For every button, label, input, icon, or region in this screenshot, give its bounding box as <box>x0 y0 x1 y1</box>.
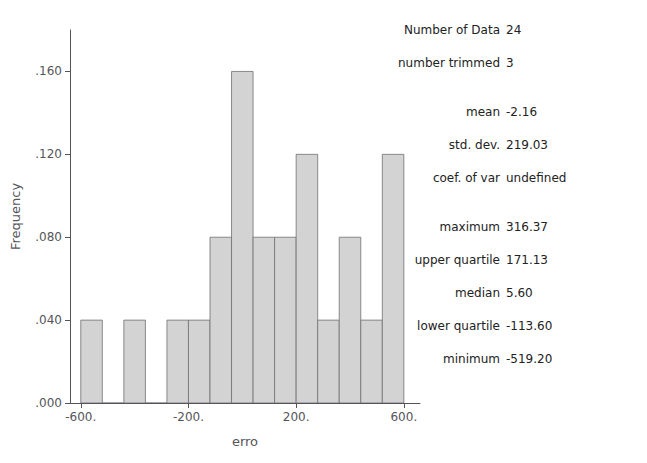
svg-text:std. dev.: std. dev. <box>449 138 500 152</box>
svg-text:upper quartile: upper quartile <box>415 253 500 267</box>
svg-text:erro: erro <box>232 434 258 449</box>
svg-text:Frequency: Frequency <box>8 183 23 250</box>
svg-text:171.13: 171.13 <box>506 253 548 267</box>
svg-text:lower quartile: lower quartile <box>417 319 500 333</box>
svg-text:median: median <box>455 286 500 300</box>
svg-text:5.60: 5.60 <box>506 286 533 300</box>
svg-text:24: 24 <box>506 23 521 37</box>
svg-text:.160: .160 <box>35 64 62 78</box>
svg-text:316.37: 316.37 <box>506 220 548 234</box>
svg-text:-2.16: -2.16 <box>506 105 537 119</box>
svg-text:coef. of var: coef. of var <box>433 171 500 185</box>
svg-text:.120: .120 <box>35 147 62 161</box>
svg-text:600.: 600. <box>390 410 417 424</box>
svg-text:-600.: -600. <box>65 410 96 424</box>
svg-text:3: 3 <box>506 56 514 70</box>
svg-text:maximum: maximum <box>440 220 500 234</box>
svg-text:number trimmed: number trimmed <box>398 56 500 70</box>
svg-text:.000: .000 <box>35 396 62 410</box>
svg-text:-519.20: -519.20 <box>506 352 552 366</box>
svg-text:-200.: -200. <box>173 410 204 424</box>
svg-text:.080: .080 <box>35 230 62 244</box>
svg-text:.040: .040 <box>35 313 62 327</box>
svg-text:219.03: 219.03 <box>506 138 548 152</box>
svg-text:-113.60: -113.60 <box>506 319 552 333</box>
svg-text:Number of Data: Number of Data <box>404 23 500 37</box>
svg-text:mean: mean <box>466 105 500 119</box>
svg-text:undefined: undefined <box>506 171 566 185</box>
svg-text:200.: 200. <box>283 410 310 424</box>
svg-text:minimum: minimum <box>443 352 500 366</box>
